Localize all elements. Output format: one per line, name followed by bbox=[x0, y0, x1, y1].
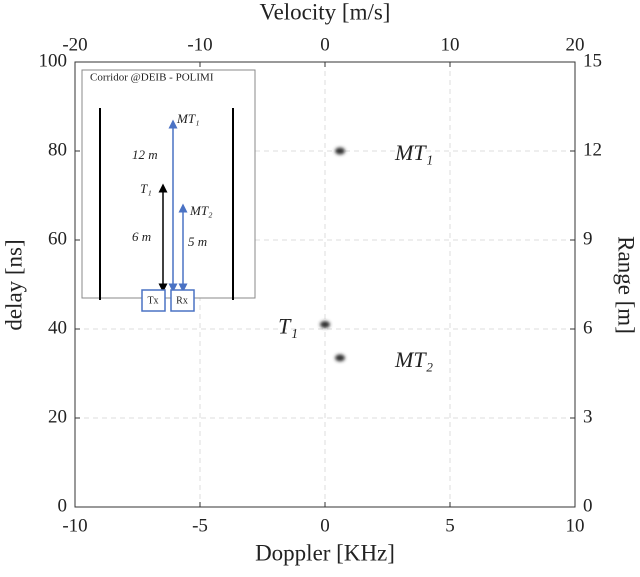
y-axis-label: delay [ns] bbox=[1, 239, 26, 330]
y2-tick-label: 6 bbox=[583, 317, 593, 338]
target-label: MT₂ bbox=[394, 347, 434, 372]
x2-tick-label: 10 bbox=[441, 34, 460, 55]
x-tick-label: 5 bbox=[445, 515, 455, 536]
inset-frame bbox=[81, 69, 256, 299]
target-blob bbox=[335, 147, 345, 155]
y-tick-label: 80 bbox=[48, 139, 67, 160]
x2-axis-label: Velocity [m/s] bbox=[260, 0, 391, 24]
x2-tick-label: -20 bbox=[62, 34, 87, 55]
inset-label: 5 m bbox=[188, 234, 207, 249]
x2-tick-label: -10 bbox=[187, 34, 212, 55]
y-tick-label: 20 bbox=[48, 406, 67, 427]
x2-tick-label: 0 bbox=[320, 34, 330, 55]
target-label: T₁ bbox=[278, 314, 298, 339]
target-blob bbox=[335, 354, 345, 362]
y-tick-label: 60 bbox=[48, 228, 67, 249]
inset-label: MT₂ bbox=[189, 203, 213, 218]
y2-tick-label: 9 bbox=[583, 228, 593, 249]
inset-title: Corridor @DEIB - POLIMI bbox=[90, 72, 214, 84]
x2-tick-label: 20 bbox=[566, 34, 585, 55]
inset-label: 12 m bbox=[132, 147, 158, 162]
y2-tick-label: 12 bbox=[583, 139, 602, 160]
inset-label: 6 m bbox=[132, 229, 151, 244]
rx-label: Rx bbox=[176, 295, 188, 306]
inset-label: T₁ bbox=[140, 181, 152, 196]
tx-label: Tx bbox=[147, 295, 158, 306]
y-tick-label: 40 bbox=[48, 317, 67, 338]
y-tick-label: 0 bbox=[58, 495, 68, 516]
y-tick-label: 100 bbox=[39, 50, 68, 71]
inset-diagram: Corridor @DEIB - POLIMI Tx Rx MT₁ 12 m T… bbox=[81, 69, 256, 312]
plot-frame bbox=[74, 61, 576, 508]
target-label: MT₁ bbox=[394, 140, 433, 165]
inset-label: MT₁ bbox=[176, 111, 200, 126]
target-blob bbox=[320, 321, 330, 329]
x-tick-label: -5 bbox=[192, 515, 208, 536]
x-tick-label: 10 bbox=[566, 515, 585, 536]
x-tick-label: 0 bbox=[320, 515, 330, 536]
y2-tick-label: 3 bbox=[583, 406, 593, 427]
y2-tick-label: 15 bbox=[583, 50, 602, 71]
y2-tick-label: 0 bbox=[583, 495, 593, 516]
plot-area: -10 -5 0 5 10-20 -10 0 10 2002040608010003691215… bbox=[39, 34, 603, 536]
x-tick-label: -10 bbox=[62, 515, 87, 536]
y2-axis-label: Range [m] bbox=[614, 236, 639, 334]
x-axis-label: Doppler [KHz] bbox=[255, 540, 395, 565]
tx-box bbox=[141, 289, 166, 312]
rx-box bbox=[170, 289, 195, 312]
